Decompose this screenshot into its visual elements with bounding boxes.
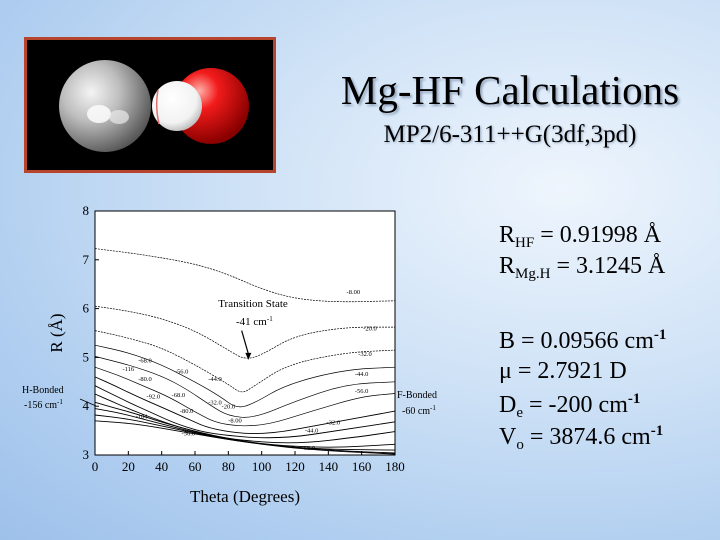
x-tick-label: 60: [189, 459, 202, 474]
h-bonded-label: H-Bonded: [22, 385, 64, 396]
contour-line: [94, 305, 395, 359]
x-tick-label: 0: [92, 459, 99, 474]
contour-value-label: -56.0: [175, 369, 189, 376]
x-tick-label: 80: [222, 459, 235, 474]
h-bonded-energy: -156 cm-1: [24, 398, 63, 411]
x-tick-label: 140: [319, 459, 339, 474]
h-bonded-pointer: [79, 398, 97, 407]
param-dissociation-energy: De = -200 cm-1: [499, 391, 641, 421]
contour-value-label: -116: [122, 366, 134, 373]
param-r-hf: RHF = 0.91998 Å: [499, 222, 662, 251]
contour-line: [94, 356, 396, 418]
contour-value-label: -68.0: [138, 357, 152, 364]
contour-value-label: -32.0: [358, 351, 372, 358]
contour-line: [94, 330, 396, 393]
contour-line: [94, 248, 396, 303]
contour-value-label: -56.0: [182, 430, 196, 437]
contour-line: [94, 344, 396, 408]
contour-value-label: -8.00: [228, 417, 242, 424]
contour-plot: -8.00-20.0-32.0-44.0-56.0-32.0-68.0-80.0…: [22, 203, 437, 506]
x-tick-label: 20: [122, 459, 135, 474]
ts-arrowhead: [245, 352, 252, 360]
param-dipole-moment: μ = 2.7921 D: [499, 358, 627, 384]
param-vo: Vo = 3874.6 cm-1: [499, 423, 664, 453]
contour-value-label: -80.0: [138, 376, 152, 383]
h-atom: [152, 81, 202, 131]
y-tick-label: 5: [83, 349, 90, 364]
mg-hf-molecule-icon: [59, 60, 249, 152]
contour-value-label: -80.0: [180, 408, 194, 415]
contour-line: [94, 401, 396, 448]
contour-labels: -8.00-20.0-32.0-44.0-56.0-32.0-68.0-80.0…: [122, 289, 376, 452]
contour-value-label: -104: [136, 413, 149, 420]
plot-area: [94, 210, 396, 456]
contour-line: [94, 366, 396, 427]
contour-line: [94, 414, 396, 454]
ts-energy: -41 cm-1: [236, 315, 273, 328]
f-bonded-energy: -60 cm-1: [402, 404, 436, 417]
x-tick-label: 100: [252, 459, 272, 474]
contour-value-label: -92.0: [147, 393, 161, 400]
contour-line: [94, 420, 396, 455]
contour-value-label: -68.0: [172, 392, 186, 399]
ts-label: Transition State: [218, 298, 288, 310]
y-axis-ticks: 3 4 5 6 7 8: [83, 203, 99, 462]
slide-subtitle: MP2/6-311++G(3df,3pd): [383, 121, 637, 148]
contour-value-label: -44.0: [208, 376, 222, 383]
contour-value-label: -32.0: [208, 400, 222, 407]
x-tick-label: 40: [155, 459, 168, 474]
param-r-mgh: RMg.H = 3.1245 Å: [499, 253, 666, 282]
contour-value-label: -20.0: [363, 326, 377, 333]
x-tick-label: 160: [352, 459, 372, 474]
ts-arrow: [241, 330, 249, 355]
contour-value-label: -20.0: [222, 404, 236, 411]
y-axis-label: R (Å): [47, 313, 66, 352]
contour-lines: [94, 248, 396, 455]
param-rotational-constant: B = 0.09566 cm-1: [499, 327, 667, 354]
molecule-image: [24, 37, 276, 173]
x-tick-label: 180: [385, 459, 405, 474]
contour-value-label: -44.0: [355, 371, 369, 378]
contour-value-label: -68.0: [302, 445, 316, 452]
x-tick-label: 120: [285, 459, 305, 474]
contour-value-label: -8.00: [347, 289, 361, 296]
y-tick-label: 6: [83, 301, 90, 316]
contour-value-label: -32.0: [327, 419, 341, 426]
contour-line: [94, 385, 396, 439]
f-bonded-label: F-Bonded: [397, 390, 437, 401]
x-axis-ticks: 0 20 40 60 80 100 120 140 160 180: [92, 451, 405, 474]
contour-value-label: -56.0: [355, 388, 369, 395]
y-tick-label: 3: [83, 447, 90, 462]
y-tick-label: 8: [83, 203, 90, 218]
y-tick-label: 4: [83, 398, 90, 413]
contour-value-label: -44.0: [305, 428, 319, 435]
x-axis-label: Theta (Degrees): [190, 487, 300, 506]
mg-atom: [59, 60, 151, 152]
contour-line: [94, 376, 396, 434]
y-tick-label: 7: [83, 252, 90, 267]
slide-title: Mg-HF Calculations: [340, 67, 680, 113]
